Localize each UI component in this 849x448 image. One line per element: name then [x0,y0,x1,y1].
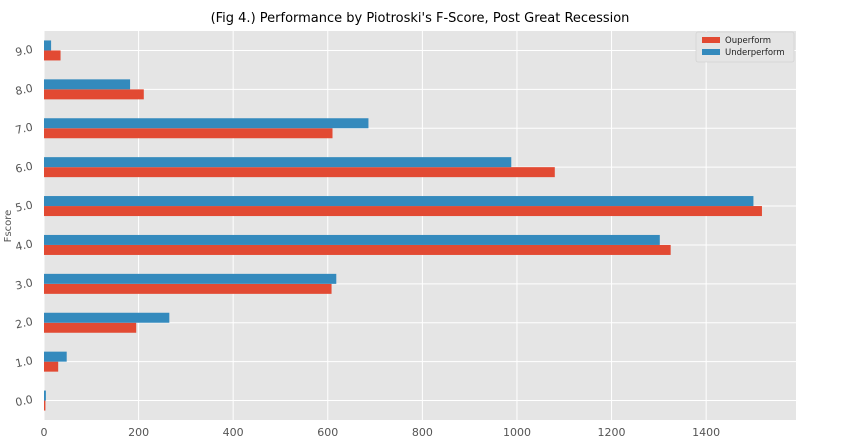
bar-ouperform-3.0 [44,283,332,294]
bar-ouperform-1.0 [44,361,59,372]
bar-ouperform-4.0 [44,244,671,255]
bar-underperform-0.0 [44,390,46,401]
x-tick-label: 0 [41,426,48,439]
bar-underperform-4.0 [44,234,660,245]
x-tick-label: 1400 [692,426,720,439]
bar-ouperform-0.0 [44,400,46,411]
legend-items: Ouperform Underperform [702,36,785,58]
bar-underperform-9.0 [44,40,52,51]
bar-underperform-2.0 [44,312,170,323]
bar-underperform-8.0 [44,79,131,90]
x-tick-label: 600 [317,426,338,439]
plot-background [44,31,796,420]
bar-ouperform-7.0 [44,128,333,139]
y-tick-label: 3.0 [14,276,34,292]
legend-swatch [702,37,720,43]
y-tick-label: 0.0 [14,393,34,409]
y-axis-label: Fscore [3,210,14,243]
y-tick-label: 9.0 [14,43,34,59]
legend-label: Ouperform [725,36,771,46]
tick-labels: 0 200 400 600 800 1000 1200 1400 0.0 1.0 2.0 3.0 4.0… [14,43,720,439]
y-tick-label: 4.0 [14,237,34,253]
bar-ouperform-6.0 [44,167,555,178]
legend-swatch [702,49,720,55]
y-tick-label: 5.0 [14,198,34,214]
bar-underperform-7.0 [44,118,369,129]
chart-title: (Fig 4.) Performance by Piotroski's F-Sc… [211,11,630,26]
legend-label: Underperform [725,48,785,58]
y-tick-label: 7.0 [14,121,34,137]
legend: Ouperform Underperform [695,31,795,63]
bar-underperform-6.0 [44,157,512,168]
x-tick-label: 800 [412,426,433,439]
x-tick-label: 400 [223,426,244,439]
x-tick-label: 1000 [503,426,531,439]
bar-ouperform-5.0 [44,206,762,217]
x-tick-label: 200 [128,426,149,439]
x-tick-label: 1200 [598,426,626,439]
y-tick-label: 6.0 [14,159,34,175]
bar-underperform-3.0 [44,273,337,284]
bars [44,40,762,411]
legend-box [695,31,795,63]
bar-underperform-1.0 [44,351,67,362]
bar-underperform-5.0 [44,196,754,207]
bar-ouperform-8.0 [44,89,144,100]
bar-ouperform-2.0 [44,322,137,333]
bar-ouperform-9.0 [44,50,61,61]
y-tick-label: 1.0 [14,354,34,370]
y-tick-label: 2.0 [14,315,34,331]
y-tick-label: 8.0 [14,82,34,98]
